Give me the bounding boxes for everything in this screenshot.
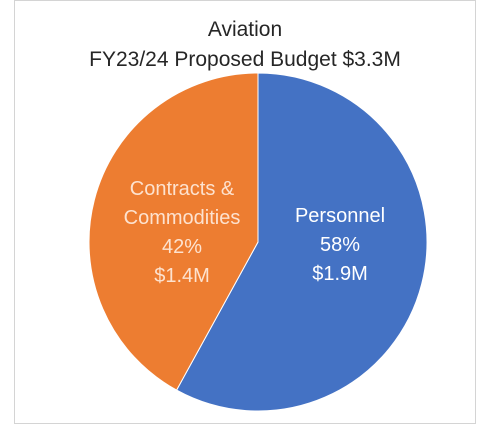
pie-slice-personnel bbox=[175, 72, 428, 412]
slice-label-line: $1.9M bbox=[312, 263, 368, 285]
pie-slices bbox=[88, 72, 428, 412]
pie-labels: Personnel 58% $1.9M Contracts & Commodities 4… bbox=[124, 178, 385, 287]
slice-label-line: Contracts & bbox=[130, 178, 235, 200]
slice-label-line: $1.4M bbox=[154, 265, 210, 287]
slice-label-line: 42% bbox=[162, 236, 202, 258]
slice-label-personnel: Personnel 58% $1.9M bbox=[295, 205, 385, 285]
chart-subtitle: FY23/24 Proposed Budget $3.3M bbox=[89, 48, 401, 71]
chart-title: Aviation bbox=[207, 18, 283, 41]
slice-label-line: Personnel bbox=[295, 205, 385, 227]
slice-label-line: 58% bbox=[320, 234, 360, 256]
slice-label-contracts-commodities: Contracts & Commodities 42% $1.4M bbox=[124, 178, 241, 287]
slice-label-line: Commodities bbox=[124, 207, 241, 229]
pie-slice-contracts-commodities bbox=[88, 72, 259, 391]
